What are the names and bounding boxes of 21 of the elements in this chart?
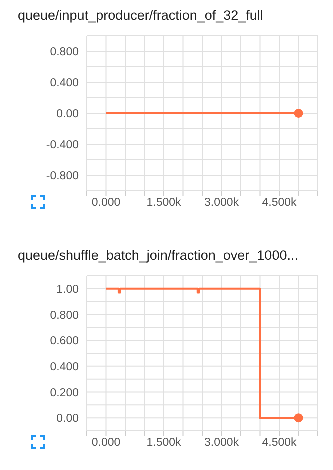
- x-tick-label: 1.500k: [146, 197, 182, 210]
- y-tick-label: 0.800: [50, 310, 79, 322]
- y-tick-label: 0.400: [50, 362, 79, 374]
- x-tick-label: 3.000k: [204, 197, 240, 210]
- x-tick-label: 0.000: [92, 437, 121, 450]
- y-tick-label: 1.00: [56, 284, 79, 296]
- y-tick-label: 0.800: [50, 46, 79, 59]
- chart-title: queue/shuffle_batch_join/fraction_over_1000...: [18, 248, 298, 263]
- y-tick-label: -0.400: [46, 140, 79, 152]
- x-tick-label: 0.000: [92, 197, 121, 210]
- y-tick-label: -0.800: [46, 170, 79, 183]
- x-tick-label: 1.500k: [146, 437, 182, 450]
- chart-title: queue/input_producer/fraction_of_32_full: [18, 8, 264, 23]
- y-tick-label: 0.200: [50, 387, 79, 400]
- x-tick-label: 3.000k: [204, 437, 240, 450]
- y-tick-label: 0.00: [56, 413, 79, 426]
- x-tick-label: 4.500k: [262, 437, 298, 450]
- y-tick-label: 0.600: [50, 336, 79, 348]
- y-tick-label: 0.400: [50, 78, 79, 90]
- y-tick-label: 0.00: [56, 108, 79, 121]
- x-tick-label: 4.500k: [262, 197, 298, 210]
